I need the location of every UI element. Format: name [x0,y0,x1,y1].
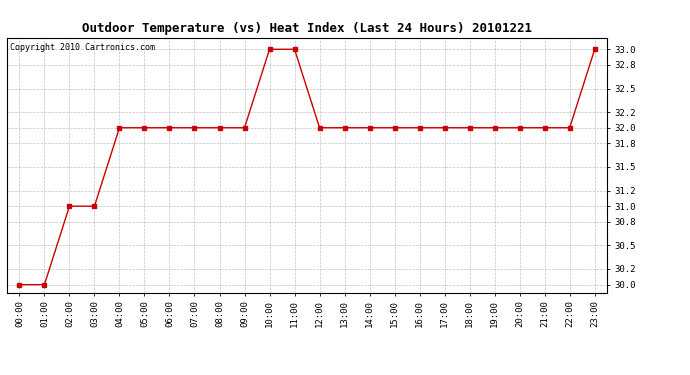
Title: Outdoor Temperature (vs) Heat Index (Last 24 Hours) 20101221: Outdoor Temperature (vs) Heat Index (Las… [82,22,532,35]
Text: Copyright 2010 Cartronics.com: Copyright 2010 Cartronics.com [10,43,155,52]
